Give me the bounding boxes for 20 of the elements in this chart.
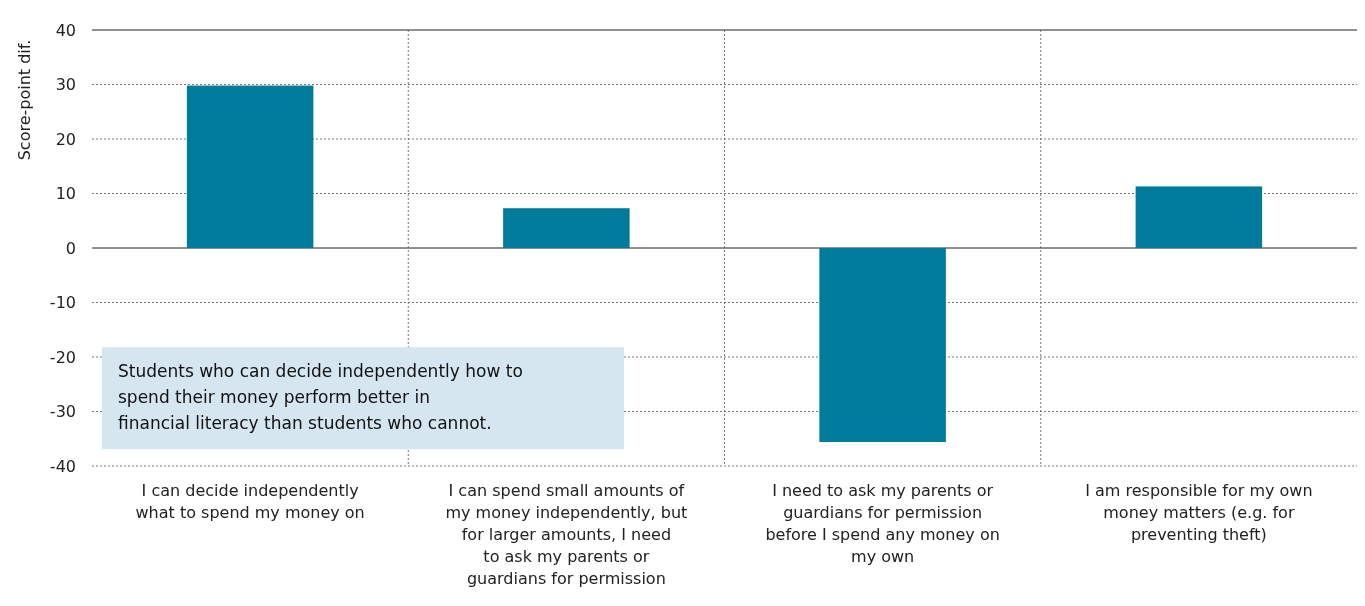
y-tick-label: -20	[49, 347, 76, 367]
y-tick-label: 10	[55, 184, 76, 204]
y-tick-label: -10	[49, 293, 76, 313]
bar	[503, 208, 630, 248]
note-box: Students who can decide independently how to spend their money perform better in financial literacy than students who cannot.	[102, 347, 624, 450]
y-tick-label: 40	[55, 20, 76, 40]
y-tick-label: -30	[49, 402, 76, 422]
x-tick-label: I need to ask my parents or guardians for permission before I spend any money on my own	[765, 481, 1000, 566]
bar	[819, 248, 946, 443]
y-tick-label: -40	[49, 456, 76, 476]
bar	[1135, 186, 1263, 248]
annotation: Students who can decide independently how to spend their money perform better in financial literacy than students who cannot.	[118, 361, 523, 434]
x-tick-label: I can spend small amounts of my money independently, but for larger amounts, I need to ask my parents or guardians for permission	[445, 481, 688, 588]
bar	[186, 85, 314, 248]
x-tick-label: I am responsible for my own money matters (e.g. for preventing theft)	[1085, 481, 1313, 544]
y-tick-label: 0	[65, 238, 76, 258]
x-tick-label: I can decide independently what to spend my money on	[135, 481, 365, 522]
y-axis-title: Score-point dif.	[15, 39, 34, 161]
y-tick-label: 30	[55, 75, 76, 95]
y-tick-label: 20	[55, 129, 76, 149]
